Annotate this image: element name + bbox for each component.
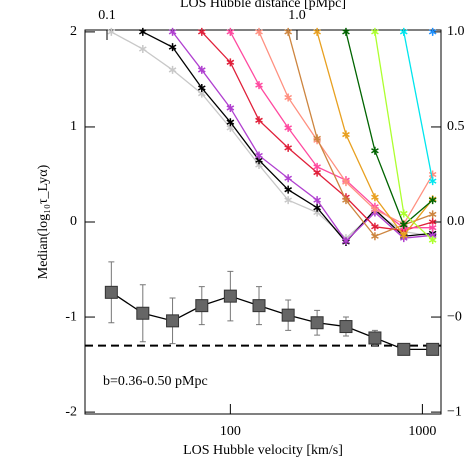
marker <box>342 196 350 205</box>
x-tick-label: 1000 <box>408 424 436 439</box>
marker <box>284 93 293 102</box>
marker <box>138 27 147 36</box>
series-line <box>110 291 433 351</box>
marker <box>313 134 321 143</box>
marker <box>226 58 235 67</box>
marker <box>281 308 295 322</box>
marker <box>428 27 437 36</box>
marker <box>426 342 440 356</box>
x2-tick-label: 1.0 <box>288 8 306 23</box>
marker <box>107 27 116 36</box>
marker <box>371 205 379 214</box>
marker <box>399 27 408 36</box>
marker <box>313 203 321 212</box>
marker <box>368 331 382 345</box>
marker <box>284 123 293 132</box>
marker <box>428 236 437 245</box>
marker <box>168 27 177 36</box>
marker <box>428 196 437 205</box>
series-line <box>229 31 433 229</box>
y2-tick-label: 0.5 <box>447 119 465 134</box>
marker <box>397 342 411 356</box>
marker <box>371 27 379 36</box>
marker <box>197 27 206 36</box>
marker <box>371 232 379 241</box>
x2-axis-title: LOS Hubble distance [pMpc] <box>180 0 346 11</box>
marker <box>197 83 206 92</box>
marker <box>342 237 350 246</box>
marker <box>138 45 147 54</box>
marker <box>399 231 408 240</box>
marker <box>104 285 118 299</box>
marker <box>252 299 266 313</box>
marker <box>226 27 235 36</box>
marker <box>342 178 350 187</box>
series-line <box>111 31 433 240</box>
series-line <box>345 31 434 226</box>
marker <box>255 27 263 36</box>
marker <box>226 103 235 112</box>
marker <box>255 151 263 160</box>
marker <box>371 193 379 202</box>
marker <box>284 27 293 36</box>
x-axis-title: LOS Hubble velocity [km/s] <box>183 443 343 458</box>
y-tick-label: -1 <box>65 309 77 324</box>
marker <box>284 196 293 205</box>
marker <box>168 43 177 52</box>
marker <box>284 143 293 152</box>
marker <box>428 177 437 186</box>
marker <box>195 299 209 313</box>
y-axis-title: Median(log₁₀τ_Lyα) <box>36 164 51 279</box>
marker <box>226 118 235 127</box>
marker <box>197 65 206 74</box>
marker <box>310 316 324 330</box>
series-line <box>172 31 433 243</box>
marker <box>342 130 350 139</box>
marker <box>371 146 379 155</box>
y2-tick-label: 1.0 <box>447 24 465 39</box>
marker <box>255 81 263 90</box>
marker <box>223 289 237 303</box>
marker <box>284 174 293 183</box>
marker <box>284 185 293 194</box>
marker <box>428 210 437 219</box>
series-line <box>287 31 433 238</box>
y-tick-label: 2 <box>70 24 77 39</box>
y-tick-label: 1 <box>70 119 77 134</box>
marker <box>339 320 353 334</box>
x-tick-label: 100 <box>220 424 241 439</box>
marker <box>313 196 321 205</box>
y-tick-label: -2 <box>65 404 77 419</box>
marker <box>399 220 408 229</box>
marker <box>255 116 263 125</box>
y-tick-label: 0 <box>70 214 77 229</box>
y2-tick-label: −1 <box>447 404 462 419</box>
marker <box>399 209 408 218</box>
series-line <box>403 31 434 182</box>
marker <box>136 306 150 320</box>
marker <box>313 27 321 36</box>
y2-tick-label: 0.0 <box>447 214 465 229</box>
marker <box>313 162 321 171</box>
marker <box>342 27 350 36</box>
y2-tick-label: −0 <box>447 309 462 324</box>
x2-tick-label: 0.1 <box>98 8 116 23</box>
marker <box>166 314 180 328</box>
marker <box>371 222 379 231</box>
annotation: b=0.36-0.50 pMpc <box>103 374 208 389</box>
marker <box>168 65 177 74</box>
marker <box>428 223 437 232</box>
series-line <box>142 31 433 243</box>
